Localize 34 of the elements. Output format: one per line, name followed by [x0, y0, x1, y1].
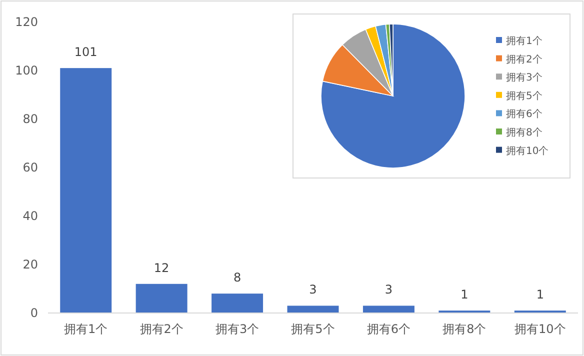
legend-label: 拥有5个 [506, 90, 542, 102]
x-tick-label: 拥有2个 [140, 322, 184, 336]
bar [362, 306, 414, 313]
y-tick-label: 0 [30, 306, 38, 320]
y-tick-label: 120 [15, 15, 38, 29]
y-tick-label: 20 [22, 258, 38, 272]
data-label: 12 [154, 260, 170, 275]
legend-label: 拥有2个 [506, 53, 542, 66]
legend-label: 拥有10个 [506, 144, 549, 157]
y-tick-label: 100 [15, 64, 38, 78]
bar [60, 68, 112, 313]
data-label: 1 [460, 288, 468, 302]
data-label: 8 [233, 270, 242, 285]
bar [136, 284, 188, 313]
y-tick-label: 60 [22, 160, 38, 174]
x-tick-label: 拥有8个 [442, 322, 486, 336]
y-tick-label: 80 [22, 112, 38, 126]
data-label: 101 [74, 45, 98, 60]
bar [287, 306, 339, 313]
x-tick-label: 拥有6个 [366, 322, 411, 336]
x-tick-label: 拥有3个 [215, 322, 260, 336]
legend-label: 拥有1个 [506, 35, 542, 47]
y-tick-label: 40 [22, 209, 38, 223]
x-tick-label: 拥有1个 [64, 322, 108, 336]
legend-label: 拥有8个 [506, 126, 542, 138]
legend-label: 拥有3个 [506, 72, 542, 84]
data-label: 1 [536, 288, 544, 302]
x-tick-label: 拥有10个 [514, 322, 566, 336]
legend-label: 拥有6个 [506, 108, 542, 120]
pie-slice [320, 24, 466, 168]
data-label: 3 [384, 282, 393, 297]
x-tick-label: 拥有5个 [291, 322, 335, 336]
bar [212, 294, 264, 313]
data-label: 3 [309, 282, 317, 297]
